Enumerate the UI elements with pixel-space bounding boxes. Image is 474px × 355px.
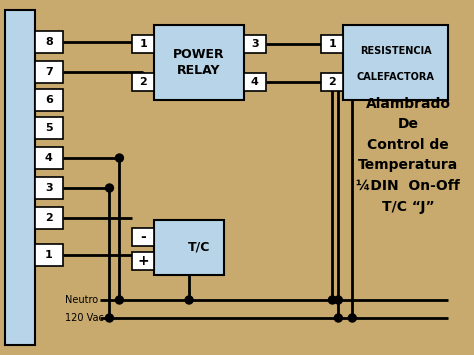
Text: 1: 1 <box>139 39 147 49</box>
Bar <box>35 177 63 199</box>
Text: 4: 4 <box>45 153 53 163</box>
Bar <box>35 61 63 83</box>
Circle shape <box>334 296 342 304</box>
Text: -: - <box>140 230 146 244</box>
Circle shape <box>328 296 337 304</box>
Bar <box>35 147 63 169</box>
Text: 2: 2 <box>45 213 53 223</box>
Bar <box>5 10 35 345</box>
Bar <box>132 228 154 246</box>
Text: POWER
RELAY: POWER RELAY <box>173 49 225 76</box>
Text: CALEFACTORA: CALEFACTORA <box>356 72 435 82</box>
Text: 6: 6 <box>45 95 53 105</box>
Text: +: + <box>137 254 149 268</box>
Text: 4: 4 <box>251 77 259 87</box>
Bar <box>244 73 266 91</box>
Text: 8: 8 <box>45 37 53 47</box>
Circle shape <box>106 184 113 192</box>
Text: 2: 2 <box>139 77 147 87</box>
Bar <box>132 35 154 53</box>
Text: 120 Vac: 120 Vac <box>64 313 103 323</box>
Circle shape <box>106 314 113 322</box>
Circle shape <box>348 314 356 322</box>
Bar <box>154 220 224 275</box>
Bar <box>244 35 266 53</box>
Text: 1: 1 <box>328 39 336 49</box>
Bar <box>35 31 63 53</box>
Text: Alambrado
De
Control de
Temperatura
¼DIN  On-Off
T/C “J”: Alambrado De Control de Temperatura ¼DIN… <box>356 97 460 213</box>
Circle shape <box>185 296 193 304</box>
Circle shape <box>116 154 123 162</box>
Text: 3: 3 <box>251 39 259 49</box>
Text: 5: 5 <box>45 123 53 133</box>
Bar <box>343 25 448 100</box>
Bar <box>321 35 343 53</box>
Circle shape <box>334 314 342 322</box>
Text: RESISTENCIA: RESISTENCIA <box>360 46 431 56</box>
Bar <box>132 73 154 91</box>
Bar <box>35 89 63 111</box>
Text: 7: 7 <box>45 67 53 77</box>
Bar <box>154 25 244 100</box>
Text: 3: 3 <box>45 183 53 193</box>
Bar <box>35 117 63 139</box>
Bar <box>35 244 63 266</box>
Text: T/C: T/C <box>188 241 210 254</box>
Bar <box>35 207 63 229</box>
Bar <box>321 73 343 91</box>
Text: Neutro: Neutro <box>64 295 98 305</box>
Text: 2: 2 <box>328 77 336 87</box>
Bar <box>132 252 154 270</box>
Text: 1: 1 <box>45 250 53 260</box>
Circle shape <box>116 296 123 304</box>
